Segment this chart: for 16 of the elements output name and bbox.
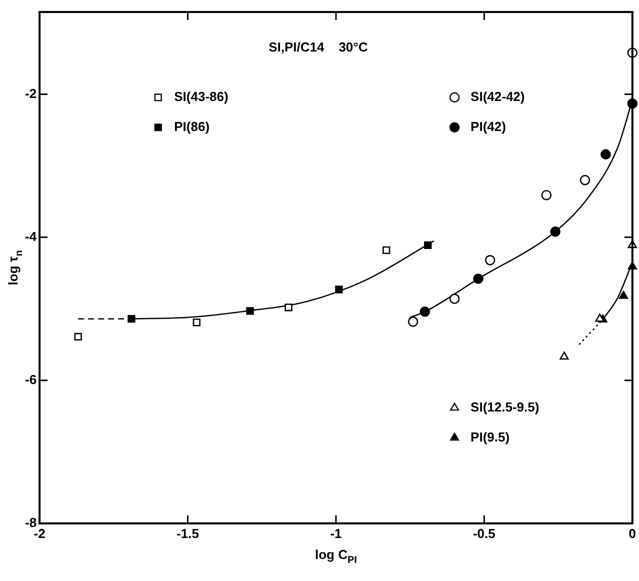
y-tick-label: -4 — [24, 228, 38, 244]
y-tick-label: -8 — [24, 514, 37, 530]
x-tick-label: -0.5 — [472, 526, 496, 541]
y-tick-label: -6 — [24, 372, 37, 387]
x-tick-label: -1 — [330, 526, 342, 541]
legend-label: PI(9.5) — [470, 429, 510, 444]
legend-label: SI(43-86) — [174, 88, 228, 104]
y-tick-label: -2 — [24, 86, 37, 101]
y-axis-title: log τn — [6, 250, 25, 286]
legend-label: SI(12.5-9.5) — [470, 399, 540, 414]
legend-label: PI(42) — [470, 118, 506, 134]
text: SI,PI/C14 30°C — [268, 40, 368, 55]
legend-label: PI(86) — [174, 118, 210, 134]
x-tick-label: -1.5 — [176, 526, 199, 541]
legend-label: SI(42-42) — [470, 88, 525, 104]
x-tick-label: 0 — [628, 526, 636, 541]
